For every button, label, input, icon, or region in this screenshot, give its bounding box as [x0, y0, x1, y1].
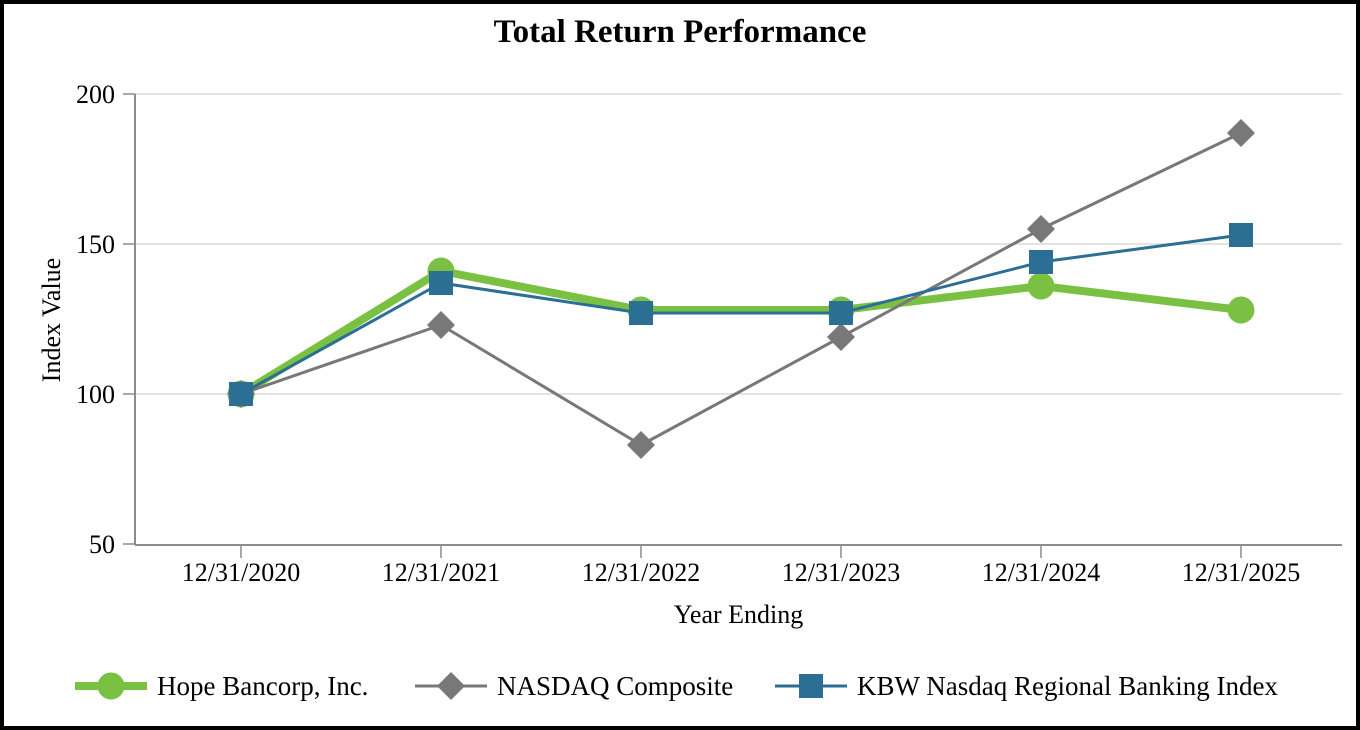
y-tick-label-150: 150	[76, 230, 115, 259]
legend-marker-square	[799, 674, 823, 698]
x-tick-label: 12/31/2020	[182, 558, 300, 587]
chart-title: Total Return Performance	[493, 14, 867, 50]
marker-hope-bancorp-inc-5	[1227, 296, 1255, 324]
x-axis-title: Year Ending	[673, 600, 804, 629]
marker-kbw-nasdaq-regional-banking-index-4	[1029, 250, 1053, 274]
legend-swatch-circle-icon	[75, 672, 147, 700]
marker-nasdaq-composite-4	[1027, 215, 1055, 243]
chart-legend: Hope Bancorp, Inc. NASDAQ Composite KBW Na…	[0, 664, 1360, 708]
marker-nasdaq-composite-2	[627, 431, 655, 459]
marker-nasdaq-composite-5	[1227, 119, 1255, 147]
series-line-hope-bancorp-inc	[238, 267, 1242, 398]
marker-kbw-nasdaq-regional-banking-index-0	[229, 382, 253, 406]
x-tick-label: 12/31/2023	[782, 558, 900, 587]
legend-label: KBW Nasdaq Regional Banking Index	[857, 670, 1278, 701]
legend-label: Hope Bancorp, Inc.	[157, 670, 369, 701]
series-hope-bancorp-inc	[227, 257, 1255, 408]
marker-kbw-nasdaq-regional-banking-index-5	[1229, 223, 1253, 247]
legend-marker-circle	[97, 672, 125, 700]
x-tick-label: 12/31/2022	[582, 558, 700, 587]
marker-nasdaq-composite-1	[427, 311, 455, 339]
y-tick-label-50: 50	[89, 530, 115, 559]
series-nasdaq-composite	[227, 119, 1255, 459]
marker-kbw-nasdaq-regional-banking-index-3	[829, 301, 853, 325]
legend-label: NASDAQ Composite	[497, 670, 734, 701]
legend-swatch-square-icon	[775, 674, 847, 698]
legend-item-hope-bancorp-inc: Hope Bancorp, Inc.	[75, 664, 368, 708]
x-tick-label: 12/31/2021	[382, 558, 500, 587]
legend-swatch-diamond-icon	[415, 672, 487, 700]
legend-item-kbw-nasdaq-regional-banking-index: KBW Nasdaq Regional Banking Index	[775, 664, 1278, 708]
marker-nasdaq-composite-3	[827, 323, 855, 351]
marker-kbw-nasdaq-regional-banking-index-1	[429, 271, 453, 295]
legend-marker-diamond	[437, 672, 465, 700]
x-tick-label: 12/31/2025	[1182, 558, 1300, 587]
series-line-nasdaq-composite	[240, 131, 1242, 447]
x-tick-label: 12/31/2024	[982, 558, 1100, 587]
marker-hope-bancorp-inc-4	[1027, 272, 1055, 300]
series-line-kbw-nasdaq-regional-banking-index	[240, 233, 1242, 396]
y-tick-label-200: 200	[76, 80, 115, 109]
series-kbw-nasdaq-regional-banking-index	[229, 223, 1253, 406]
marker-kbw-nasdaq-regional-banking-index-2	[629, 301, 653, 325]
legend-item-nasdaq-composite: NASDAQ Composite	[415, 664, 733, 708]
y-tick-label-100: 100	[76, 380, 115, 409]
